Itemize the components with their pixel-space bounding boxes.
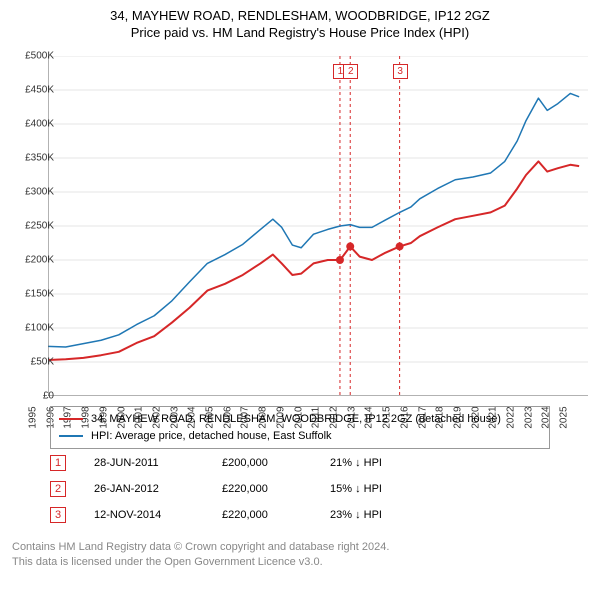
y-tick-label: £450K [25, 85, 54, 96]
event-marker-icon: 2 [343, 64, 358, 79]
y-tick-label: £350K [25, 153, 54, 164]
legend-item: 34, MAYHEW ROAD, RENDLESHAM, WOODBRIDGE,… [59, 411, 541, 428]
event-price: £220,000 [222, 509, 302, 521]
y-tick-label: £50K [31, 357, 54, 368]
event-diff: 15% ↓ HPI [330, 483, 430, 495]
event-price: £200,000 [222, 457, 302, 469]
event-diff: 23% ↓ HPI [330, 509, 430, 521]
chart-container: 34, MAYHEW ROAD, RENDLESHAM, WOODBRIDGE,… [0, 0, 600, 590]
legend-item: HPI: Average price, detached house, East… [59, 428, 541, 445]
footer-attribution: Contains HM Land Registry data © Crown c… [12, 540, 389, 571]
y-tick-label: £200K [25, 255, 54, 266]
event-number-icon: 3 [50, 507, 66, 523]
footer-line: This data is licensed under the Open Gov… [12, 555, 389, 570]
event-price: £220,000 [222, 483, 302, 495]
events-table: 1 28-JUN-2011 £200,000 21% ↓ HPI 2 26-JA… [50, 450, 430, 528]
legend-label: 34, MAYHEW ROAD, RENDLESHAM, WOODBRIDGE,… [91, 411, 501, 428]
event-date: 12-NOV-2014 [94, 509, 194, 521]
title-address: 34, MAYHEW ROAD, RENDLESHAM, WOODBRIDGE,… [0, 8, 600, 25]
y-tick-label: £150K [25, 289, 54, 300]
y-tick-label: £400K [25, 119, 54, 130]
legend-label: HPI: Average price, detached house, East… [91, 428, 332, 445]
y-tick-label: £300K [25, 187, 54, 198]
event-row: 3 12-NOV-2014 £220,000 23% ↓ HPI [50, 502, 430, 528]
y-tick-label: £250K [25, 221, 54, 232]
legend-swatch-icon [59, 435, 83, 437]
event-marker-icon: 3 [393, 64, 408, 79]
event-number-icon: 2 [50, 481, 66, 497]
footer-line: Contains HM Land Registry data © Crown c… [12, 540, 389, 555]
event-row: 2 26-JAN-2012 £220,000 15% ↓ HPI [50, 476, 430, 502]
price-chart [48, 56, 588, 396]
y-tick-label: £0 [43, 391, 54, 402]
y-tick-label: £100K [25, 323, 54, 334]
event-number-icon: 1 [50, 455, 66, 471]
event-date: 26-JAN-2012 [94, 483, 194, 495]
event-diff: 21% ↓ HPI [330, 457, 430, 469]
x-tick-label: 1995 [28, 403, 39, 433]
legend: 34, MAYHEW ROAD, RENDLESHAM, WOODBRIDGE,… [50, 406, 550, 449]
event-row: 1 28-JUN-2011 £200,000 21% ↓ HPI [50, 450, 430, 476]
title-block: 34, MAYHEW ROAD, RENDLESHAM, WOODBRIDGE,… [0, 0, 600, 42]
event-date: 28-JUN-2011 [94, 457, 194, 469]
x-tick-label: 2025 [559, 403, 570, 433]
title-subtitle: Price paid vs. HM Land Registry's House … [0, 25, 600, 42]
legend-swatch-icon [59, 418, 83, 420]
y-tick-label: £500K [25, 51, 54, 62]
